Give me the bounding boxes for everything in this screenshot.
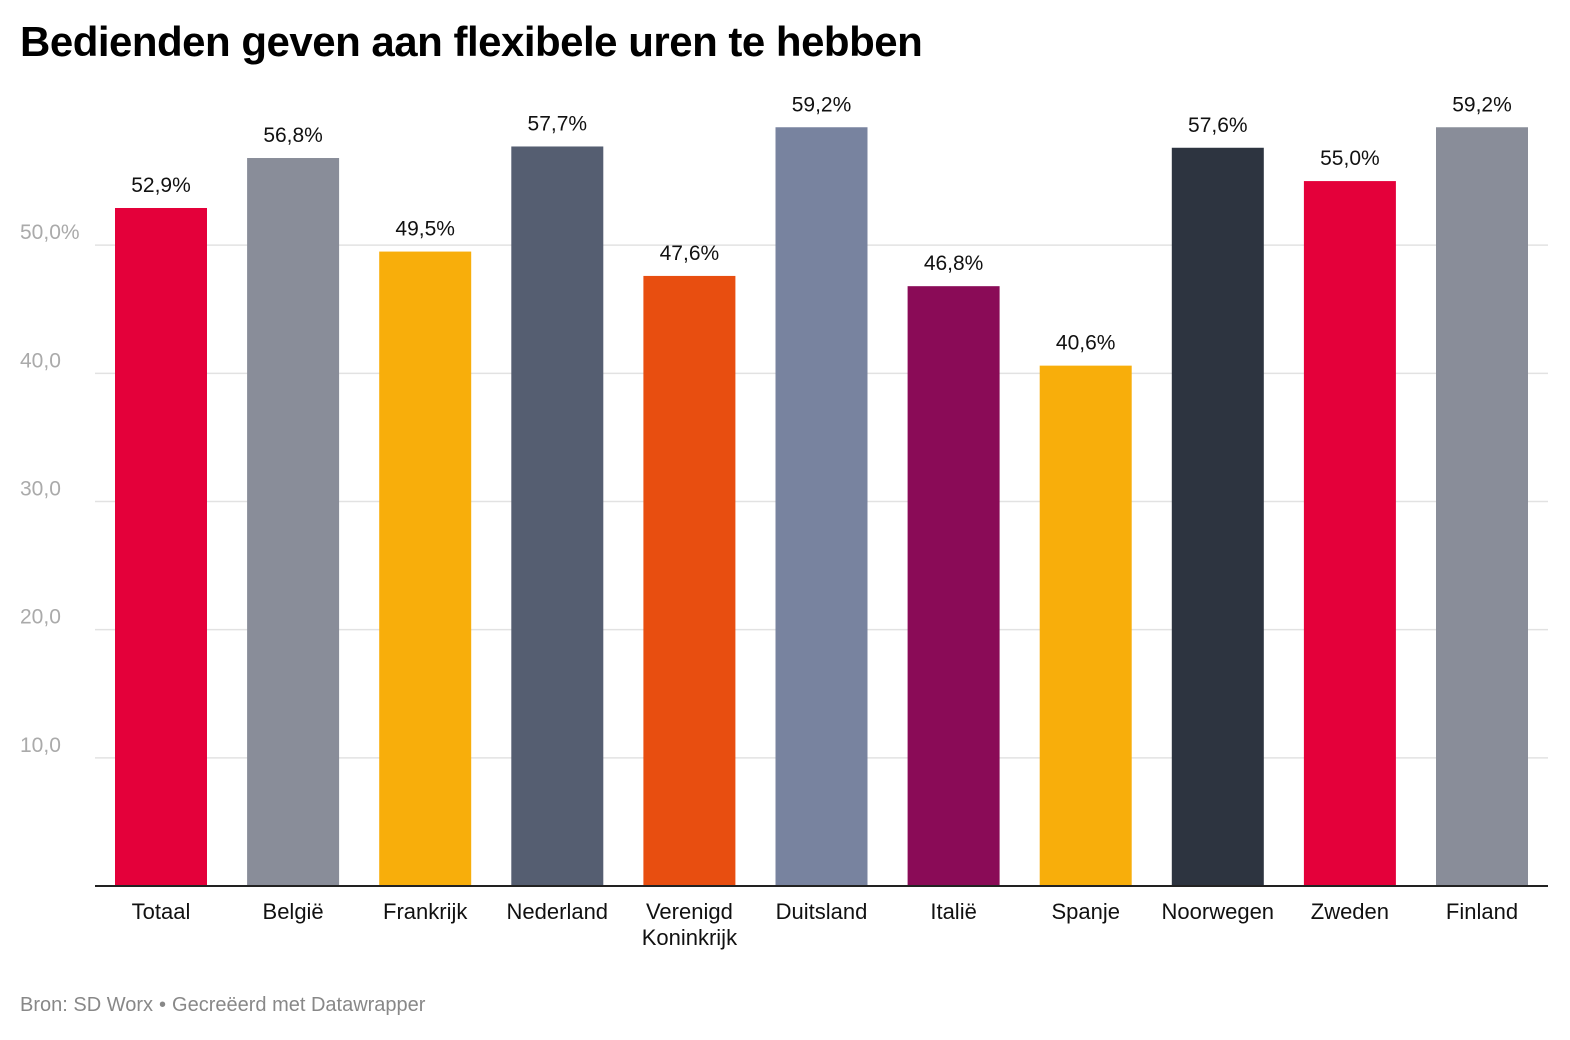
y-tick-label: 10,0	[20, 734, 61, 757]
bar	[511, 146, 604, 886]
x-tick-label: Zweden	[1311, 899, 1389, 924]
bar	[379, 251, 472, 886]
x-tick-label: Nederland	[507, 899, 609, 924]
data-label: 59,2%	[792, 93, 852, 116]
bar	[775, 127, 868, 886]
x-tick-label: Frankrijk	[383, 899, 468, 924]
bar	[907, 286, 1000, 886]
x-tick-label: Italië	[930, 899, 976, 924]
x-tick-label: Koninkrijk	[642, 925, 738, 950]
data-label: 57,6%	[1188, 114, 1248, 137]
bar	[115, 207, 207, 886]
x-tick-label: Verenigd	[646, 899, 733, 924]
data-label: 47,6%	[660, 242, 720, 265]
data-label: 57,7%	[528, 112, 588, 135]
footer: Bron: SD Worx • Gecreëerd met Datawrapper	[20, 994, 425, 1017]
value-labels: 52,9% 56,8% 49,5% 57,7% 47,6% 59,2% 46,8% 40,6%…	[131, 93, 1512, 354]
y-tick-label: 50,0%	[20, 221, 80, 244]
credit-note: Gecreëerd met Datawrapper	[172, 994, 426, 1016]
bar	[1303, 181, 1396, 887]
x-tick-labels: Totaal België Frankrijk Nederland VerenigdKo…	[132, 899, 1518, 950]
y-tick-label: 30,0	[20, 478, 61, 501]
x-tick-label: Finland	[1446, 899, 1518, 924]
x-tick-label: België	[263, 899, 324, 924]
x-tick-label: Spanje	[1051, 899, 1120, 924]
data-label: 52,9%	[131, 174, 191, 197]
data-label: 46,8%	[924, 252, 984, 275]
y-tick-label: 40,0	[20, 349, 61, 372]
x-tick-label: Duitsland	[776, 899, 868, 924]
footer-separator: •	[159, 994, 167, 1016]
bar	[247, 158, 340, 887]
bar	[1171, 147, 1264, 886]
data-label: 59,2%	[1452, 93, 1512, 116]
bar	[1436, 127, 1528, 886]
data-label: 49,5%	[395, 218, 455, 241]
y-tick-label: 20,0	[20, 606, 61, 629]
bar	[1039, 365, 1132, 887]
chart-title: Bedienden geven aan flexibele uren te he…	[20, 18, 923, 65]
data-label: 55,0%	[1320, 147, 1380, 170]
x-tick-label: Noorwegen	[1162, 899, 1275, 924]
bars	[115, 127, 1528, 887]
data-label: 56,8%	[263, 124, 323, 147]
source-note: Bron: SD Worx	[20, 994, 153, 1016]
data-label: 40,6%	[1056, 332, 1116, 355]
bar	[643, 275, 736, 887]
x-tick-label: Totaal	[132, 899, 191, 924]
